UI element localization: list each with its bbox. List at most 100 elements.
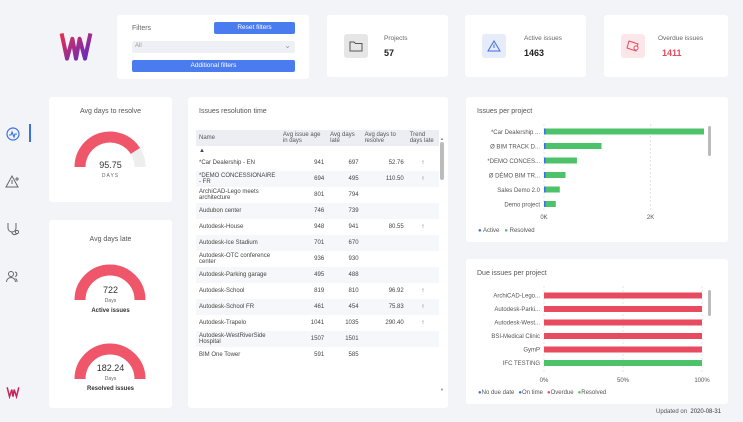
- sidebar: [0, 0, 31, 422]
- table-row[interactable]: Autodesk-WestRiverSide Hospital 1507 1501: [196, 331, 439, 347]
- col-age[interactable]: Avg issue age in days: [282, 132, 321, 144]
- table-row[interactable]: Audubon center 746 739: [196, 203, 439, 219]
- legend-item-resolved[interactable]: ●Resolved: [578, 390, 607, 396]
- reset-filters-button[interactable]: Reset filters: [214, 22, 295, 34]
- legend-item-resolved[interactable]: ● Resolved: [504, 228, 534, 234]
- warning-add-icon[interactable]: [5, 174, 21, 190]
- cell-resolve: [362, 267, 407, 283]
- table-row[interactable]: Autodesk-House 948 941 80.55 ↑: [196, 219, 439, 235]
- users-icon[interactable]: [5, 268, 21, 284]
- x-tick-label: 0K: [540, 215, 547, 221]
- legend-label: On time: [521, 390, 543, 396]
- scrollbar-thumb[interactable]: [440, 142, 444, 180]
- bar-resolved[interactable]: [545, 128, 705, 135]
- legend-label: Resolved: [509, 228, 535, 234]
- cell-late: 739: [348, 208, 359, 214]
- bar-overdue[interactable]: [544, 333, 702, 339]
- chart-scrollbar-thumb[interactable]: [708, 126, 711, 156]
- table-row[interactable]: Autodesk-School 819 810 96.92 ↑: [196, 283, 439, 299]
- col-late[interactable]: Avg days late: [330, 132, 355, 144]
- category-label: *Car Dealership ...: [491, 130, 540, 136]
- table-header-row: Name Avg issue age in days Avg days late…: [196, 130, 439, 146]
- filters-label: Filters: [132, 25, 152, 32]
- category-label: Autodesk-West...: [494, 321, 540, 327]
- bar-resolved[interactable]: [545, 201, 556, 207]
- activity-icon[interactable]: [5, 126, 21, 142]
- due-issues-chart: ArchiCAD-Lego... Autodesk-Parki... Autodes…: [491, 286, 711, 384]
- legend-item-active[interactable]: ● Active: [478, 228, 499, 234]
- sort-row: ▲: [196, 146, 439, 155]
- bar-active[interactable]: [544, 128, 546, 135]
- bar-resolved[interactable]: [545, 143, 602, 149]
- resolution-table-wrap: Name Avg issue age in days Avg days late…: [196, 130, 439, 402]
- cell-name: Autodesk-Parking garage: [199, 272, 267, 278]
- bar-resolved[interactable]: [545, 186, 560, 193]
- cell-trend: [407, 187, 439, 203]
- table-scrollbar[interactable]: ▲ ▼: [440, 136, 444, 392]
- cell-age: 1507: [310, 336, 325, 342]
- resolved-issues-gauge: [74, 343, 146, 380]
- legend-item-no-due-date[interactable]: ●No due date: [478, 390, 514, 396]
- table-row[interactable]: Autodesk-OTC conference center 936 930: [196, 251, 439, 267]
- cell-late: 941: [348, 224, 359, 230]
- table-row[interactable]: *Car Dealership - EN 941 697 52.76 ↑: [196, 155, 439, 171]
- bar-active[interactable]: [544, 172, 546, 178]
- scroll-up-icon[interactable]: ▲: [440, 136, 444, 141]
- table-row[interactable]: Autodesk-School FR 461 454 75.83 ↑: [196, 299, 439, 315]
- bar-overdue[interactable]: [544, 306, 702, 312]
- avg-resolve-card: Avg days to resolve 95.75 DAYS: [49, 97, 172, 202]
- cell-age: 495: [314, 272, 325, 278]
- cell-age: 1041: [310, 320, 325, 326]
- col-resolve[interactable]: Avg days to resolve: [364, 132, 396, 144]
- cell-late: 488: [348, 272, 359, 278]
- category-label: IFC TESTING: [503, 361, 541, 367]
- bar-active[interactable]: [544, 186, 546, 193]
- table-row[interactable]: Autodesk-Parking garage 495 488: [196, 267, 439, 283]
- cell-name: Autodesk-School: [199, 288, 245, 294]
- cell-name: *Car Dealership - EN: [199, 160, 256, 166]
- table-row[interactable]: BIM One Tower 591 585: [196, 347, 439, 363]
- bar-overdue[interactable]: [544, 346, 702, 353]
- bar-resolved[interactable]: [545, 172, 566, 178]
- bar-resolved[interactable]: [545, 157, 577, 164]
- table-row[interactable]: ArchiCAD-Lego meets architecture 801 794: [196, 187, 439, 203]
- stethoscope-icon[interactable]: [5, 221, 21, 237]
- legend-dot-icon: ●: [577, 390, 582, 396]
- due-issues-title: Due issues per project: [477, 270, 547, 277]
- chart-scrollbar-thumb[interactable]: [708, 290, 711, 316]
- cell-age: 461: [314, 304, 325, 310]
- legend-label: Overdue: [550, 390, 574, 396]
- additional-filters-button[interactable]: Additional filters: [132, 60, 295, 72]
- bar-active[interactable]: [544, 157, 546, 164]
- col-trend[interactable]: Trend days late: [409, 132, 434, 144]
- bar-active[interactable]: [544, 201, 546, 207]
- cell-resolve: [362, 347, 407, 363]
- legend-item-on-time[interactable]: ●On time: [518, 390, 543, 396]
- updated-label: Updated on: [656, 409, 688, 415]
- bar-overdue[interactable]: [544, 292, 702, 299]
- bar-overdue[interactable]: [544, 319, 702, 326]
- table-row[interactable]: *DEMO CONCESSIONAIRE - FR 694 495 110.50 ↑: [196, 171, 439, 187]
- table-row[interactable]: Autodesk-Ice Stadium 701 670: [196, 235, 439, 251]
- bar-active[interactable]: [544, 143, 546, 149]
- scroll-down-icon[interactable]: ▼: [440, 387, 444, 392]
- legend-dot-icon: ●: [478, 390, 482, 396]
- cell-name: *DEMO CONCESSIONAIRE - FR: [199, 173, 276, 185]
- table-row[interactable]: Autodesk-Trapelo 1041 1035 290.40 ↑: [196, 315, 439, 331]
- cell-late: 1035: [345, 320, 359, 326]
- cell-trend: [407, 251, 439, 267]
- category-label: Autodesk-Parki...: [494, 307, 540, 313]
- cell-late: 794: [348, 192, 359, 198]
- cell-age: 701: [314, 240, 325, 246]
- col-name[interactable]: Name: [199, 135, 216, 141]
- filter-select[interactable]: All ⌄: [132, 41, 295, 53]
- resolved-late-unit: Days: [104, 376, 117, 382]
- sort-asc-icon[interactable]: ▲: [199, 147, 205, 154]
- legend-item-overdue[interactable]: ●Overdue: [547, 390, 574, 396]
- bar-resolved[interactable]: [544, 360, 702, 366]
- category-label: Ø DÉMO BIM TR...: [489, 173, 541, 180]
- resolution-card: Issues resolution time Name Avg issue ag…: [188, 97, 448, 408]
- cell-name: BIM One Tower: [199, 352, 241, 358]
- trend-up-icon: ↑: [421, 224, 425, 230]
- cell-resolve: [362, 203, 407, 219]
